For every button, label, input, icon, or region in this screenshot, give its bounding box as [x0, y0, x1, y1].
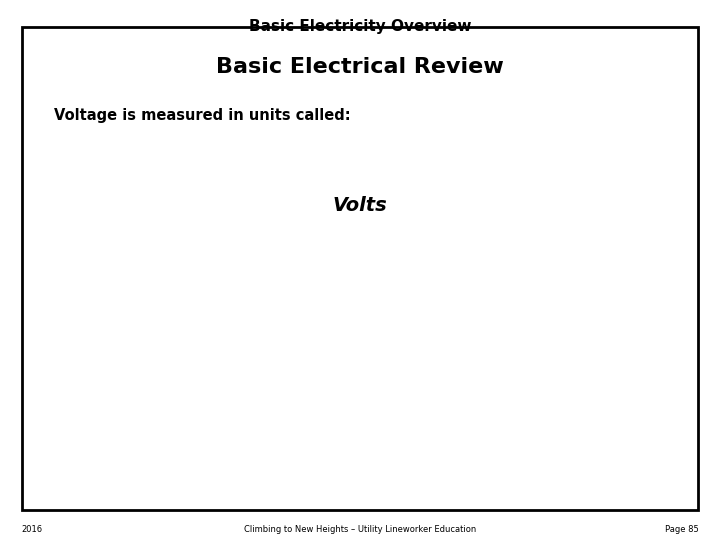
- Text: 2016: 2016: [22, 524, 42, 534]
- Text: Climbing to New Heights – Utility Lineworker Education: Climbing to New Heights – Utility Linewo…: [244, 524, 476, 534]
- Bar: [22, 27, 698, 510]
- Text: Basic Electrical Review: Basic Electrical Review: [216, 57, 504, 77]
- Text: Volts: Volts: [333, 195, 387, 215]
- Text: Voltage is measured in units called:: Voltage is measured in units called:: [54, 108, 351, 123]
- Text: Basic Electricity Overview: Basic Electricity Overview: [248, 19, 472, 34]
- Text: Page 85: Page 85: [665, 524, 698, 534]
